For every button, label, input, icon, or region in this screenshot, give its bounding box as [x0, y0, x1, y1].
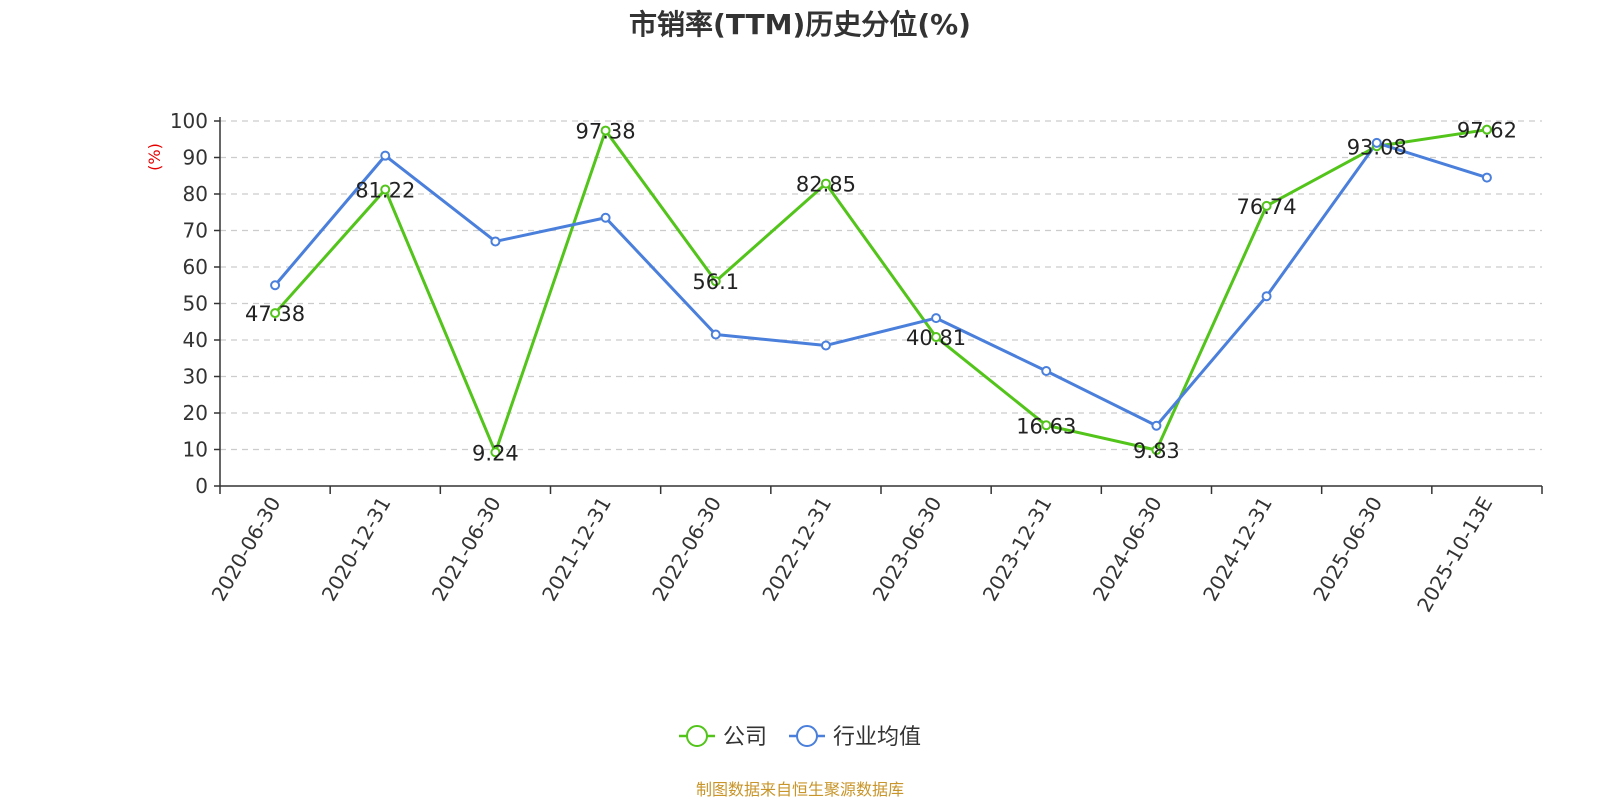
data-point-2: [380, 150, 391, 161]
y-tick-label: 20: [183, 401, 208, 425]
y-tick-label: 50: [183, 292, 208, 316]
data-point-1: [600, 125, 611, 136]
data-label: 93.08: [1347, 135, 1407, 159]
x-tick-label: 2023-12-31: [978, 493, 1057, 606]
legend-marker-2: [796, 725, 818, 747]
x-tick-label: 2020-06-30: [207, 493, 286, 606]
x-tick-label: 2025-06-30: [1308, 493, 1387, 606]
data-point-1: [931, 332, 942, 343]
data-point-1: [1481, 124, 1492, 135]
data-label: 97.62: [1457, 119, 1517, 143]
data-point-2: [600, 212, 611, 223]
data-label: 76.74: [1237, 195, 1297, 219]
data-label: 97.38: [576, 120, 636, 144]
x-tick-label: 2022-06-30: [647, 493, 726, 606]
chart-title: 市销率(TTM)历史分位(%): [629, 8, 971, 41]
data-label: 47.38: [245, 302, 305, 326]
data-point-1: [380, 184, 391, 195]
series-line-1: [273, 128, 1488, 454]
x-tick-label: 2021-12-31: [537, 493, 616, 606]
data-point-2: [1261, 291, 1272, 302]
data-label: 81.22: [355, 179, 415, 203]
x-tick-label: 2020-12-31: [317, 493, 396, 606]
data-point-1: [1261, 200, 1272, 211]
x-tick-label: 2024-12-31: [1198, 493, 1277, 606]
x-tick-label: 2022-12-31: [757, 493, 836, 606]
y-tick-label: 60: [183, 255, 208, 279]
data-point-1: [270, 308, 281, 319]
data-label: 56.1: [692, 270, 739, 294]
data-point-2: [490, 236, 501, 247]
legend-label-1: 公司: [723, 725, 767, 750]
data-point-2: [1151, 420, 1162, 431]
y-tick-label: 40: [183, 328, 208, 352]
series-lines: [270, 124, 1492, 458]
data-point-2: [1481, 172, 1492, 183]
legend-label-2: 行业均值: [833, 725, 921, 750]
data-label: 40.81: [906, 326, 966, 350]
y-tick-label: 30: [183, 365, 208, 389]
legend-marker-1: [686, 725, 708, 747]
y-tick-label: 90: [183, 146, 208, 170]
data-point-2: [270, 280, 281, 291]
data-point-2: [1041, 366, 1052, 377]
legend: 公司 行业均值: [679, 725, 921, 750]
data-label: 16.63: [1016, 414, 1076, 438]
data-point-2: [1371, 137, 1382, 148]
y-tick-label: 100: [170, 109, 208, 133]
x-tick-label: 2021-06-30: [427, 493, 506, 606]
data-point-1: [1151, 445, 1162, 456]
data-point-2: [931, 313, 942, 324]
data-label: 9.83: [1133, 439, 1180, 463]
y-tick-label: 80: [183, 182, 208, 206]
y-tick-label: 10: [183, 438, 208, 462]
source-note: 制图数据来自恒生聚源数据库: [696, 780, 904, 799]
grid-lines: [220, 120, 1542, 451]
series-line-2: [273, 141, 1488, 428]
y-axis-unit: (%): [145, 143, 164, 171]
data-point-1: [1041, 420, 1052, 431]
data-point-1: [490, 447, 501, 458]
x-tick-label: 2023-06-30: [868, 493, 947, 606]
data-labels: 47.38 81.22 9.24 97.38 56.1 82.85 40.81 16.63 9.…: [245, 119, 1517, 466]
y-tick-label: 0: [195, 474, 208, 498]
data-point-2: [820, 340, 831, 351]
y-tick-label: 70: [183, 219, 208, 243]
x-tick-label: 2025-10-13E: [1412, 493, 1497, 617]
data-point-1: [820, 178, 831, 189]
x-tick-label: 2024-06-30: [1088, 493, 1167, 606]
data-point-2: [710, 329, 721, 340]
data-point-1: [710, 276, 721, 287]
data-label: 9.24: [472, 441, 519, 465]
data-label: 82.85: [796, 173, 856, 197]
